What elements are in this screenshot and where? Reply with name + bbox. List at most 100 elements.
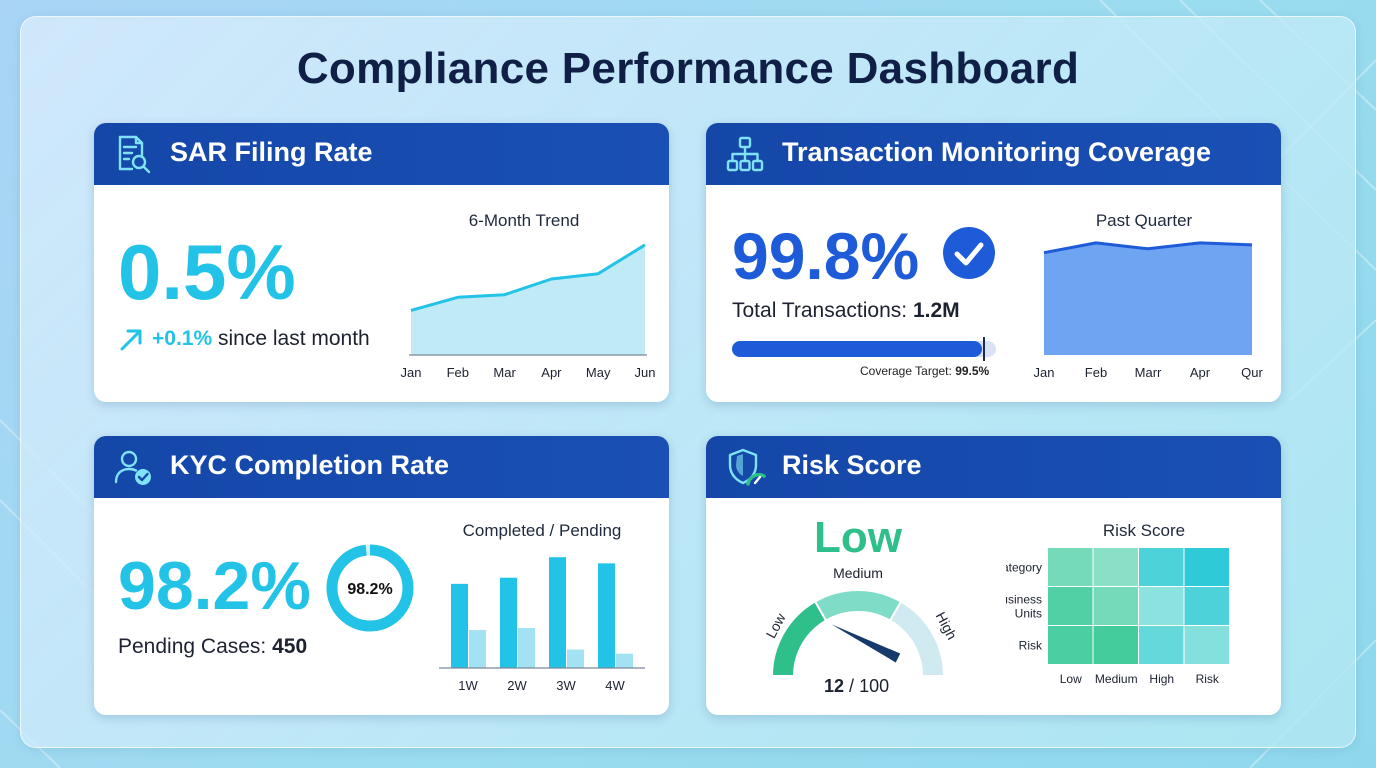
- tmc-quarter-chart: Jan Feb Marr Apr Qur: [1034, 241, 1264, 380]
- x-tick-label: Marr: [1135, 365, 1162, 380]
- bar: [451, 583, 468, 668]
- heatmap-cell: [1184, 548, 1229, 586]
- tmc-total-label: Total Transactions:: [732, 299, 908, 322]
- kyc-chart-title: Completed / Pending: [462, 521, 622, 540]
- heatmap-cell: [1139, 587, 1184, 625]
- bar: [500, 577, 517, 668]
- heatmap-y-label: BusinessUnits: [1006, 593, 1042, 621]
- x-tick-label: 4W: [605, 678, 625, 693]
- tmc-card-title: Transaction Monitoring Coverage: [782, 137, 1212, 167]
- kyc-value: 98.2%: [118, 548, 311, 624]
- area-fill: [411, 244, 645, 355]
- gauge-label-medium: Medium: [833, 565, 883, 581]
- gauge-needle: [831, 624, 901, 663]
- tmc-total-value: 1.2M: [912, 299, 960, 322]
- gauge-segment-medium: [813, 589, 903, 622]
- kyc-card-header: KYC Completion Rate: [94, 436, 669, 498]
- heatmap-x-label: High: [1149, 672, 1174, 686]
- risk-score-value: 12: [824, 676, 845, 696]
- heatmap-cell: [1093, 548, 1138, 586]
- x-tick-label: May: [586, 365, 611, 380]
- x-tick-label: Feb: [447, 365, 469, 380]
- tmc-target-label: Coverage Target:: [860, 364, 952, 378]
- heatmap-cell: [1048, 626, 1093, 664]
- kyc-card: KYC Completion Rate 98.2% 98.2% Pending …: [94, 436, 669, 715]
- bar: [567, 649, 584, 668]
- coverage-progress-fill: [732, 341, 982, 357]
- coverage-target-marker: [983, 337, 985, 361]
- coverage-progress-track: [732, 341, 996, 357]
- kyc-pending-row: Pending Cases: 450: [118, 635, 307, 659]
- risk-gauge: Medium Low High: [762, 565, 961, 676]
- heatmap-cell: [1139, 548, 1184, 586]
- risk-level: Low: [814, 513, 902, 562]
- kyc-donut-chart: 98.2%: [326, 544, 414, 632]
- tmc-card: Transaction Monitoring Coverage 99.8% To…: [706, 123, 1281, 402]
- x-tick-label: Apr: [541, 365, 562, 380]
- x-tick-label: 1W: [458, 678, 478, 693]
- sar-change-value: +0.1%: [152, 327, 213, 350]
- user-check-icon: [114, 450, 151, 485]
- risk-card-header: Risk Score: [706, 436, 1281, 498]
- gauge-label-high: High: [933, 609, 961, 642]
- x-tick-label: Apr: [1190, 365, 1211, 380]
- kyc-weekly-bar-chart: 1W 2W 3W 4W: [439, 557, 645, 693]
- tmc-value: 99.8%: [732, 219, 920, 293]
- risk-score-max: 100: [859, 676, 890, 696]
- check-circle-icon: [943, 227, 995, 279]
- heatmap-x-label: Low: [1060, 672, 1082, 686]
- heatmap-cell: [1139, 626, 1184, 664]
- area-fill: [1044, 242, 1252, 355]
- sar-card-header: SAR Filing Rate: [94, 123, 669, 185]
- kyc-donut-label: 98.2%: [347, 581, 392, 598]
- sar-value: 0.5%: [118, 228, 296, 316]
- risk-card-title: Risk Score: [782, 450, 922, 480]
- sar-chart-title: 6-Month Trend: [468, 211, 580, 230]
- bar: [616, 653, 633, 668]
- network-hierarchy-icon: [726, 136, 764, 172]
- tmc-target-row: Coverage Target: 99.5%: [860, 364, 989, 378]
- x-tick-label: Qur: [1241, 365, 1263, 380]
- sar-change-suffix: since last month: [217, 327, 370, 350]
- x-tick-label: 2W: [507, 678, 527, 693]
- kyc-card-title: KYC Completion Rate: [170, 450, 450, 480]
- bar: [518, 627, 535, 668]
- sar-card: SAR Filing Rate 0.5% +0.1% since last mo…: [94, 123, 669, 402]
- risk-card: Risk Score Low Medium Low High 12 / 100 …: [706, 436, 1281, 715]
- bar: [549, 557, 566, 668]
- heatmap-cell: [1093, 626, 1138, 664]
- bar: [469, 630, 486, 668]
- risk-score-row: 12 / 100: [824, 676, 889, 697]
- gauge-segment-low: [770, 600, 828, 676]
- x-tick-label: 3W: [556, 678, 576, 693]
- tmc-chart-title: Past Quarter: [1095, 211, 1193, 230]
- tmc-target-value: 99.5%: [955, 364, 990, 378]
- shield-gauge-icon: [728, 448, 766, 486]
- heatmap-cell: [1048, 587, 1093, 625]
- x-tick-label: Jan: [401, 365, 422, 380]
- heatmap-y-label: Risk: [1019, 639, 1043, 653]
- document-search-icon: [118, 135, 151, 174]
- x-tick-label: Jan: [1034, 365, 1055, 380]
- risk-heatmap: Category BusinessUnits Risk Low Medium High Ri…: [1006, 548, 1229, 686]
- series-line: [410, 243, 646, 312]
- tmc-card-header: Transaction Monitoring Coverage: [706, 123, 1281, 185]
- sar-card-title: SAR Filing Rate: [170, 137, 373, 167]
- arrow-up-right-icon: [120, 329, 142, 351]
- x-tick-label: Jun: [635, 365, 656, 380]
- heatmap-cell: [1048, 548, 1093, 586]
- heatmap-x-label: Medium: [1095, 672, 1138, 686]
- heatmap-cell: [1184, 626, 1229, 664]
- heatmap-cell: [1184, 587, 1229, 625]
- x-tick-label: Mar: [493, 365, 516, 380]
- heatmap-title: Risk Score: [1102, 521, 1186, 540]
- sar-trend-chart: Jan Feb Mar Apr May Jun: [401, 243, 656, 380]
- bar: [598, 563, 615, 668]
- x-tick-label: Feb: [1085, 365, 1107, 380]
- kyc-pending-label: Pending Cases:: [118, 635, 267, 658]
- tmc-total-row: Total Transactions: 1.2M: [732, 299, 960, 323]
- gauge-segment-high: [888, 600, 946, 676]
- heatmap-y-label: Category: [1006, 561, 1042, 575]
- sar-change-row: +0.1% since last month: [152, 327, 370, 351]
- donut-slice-completed: [326, 544, 414, 632]
